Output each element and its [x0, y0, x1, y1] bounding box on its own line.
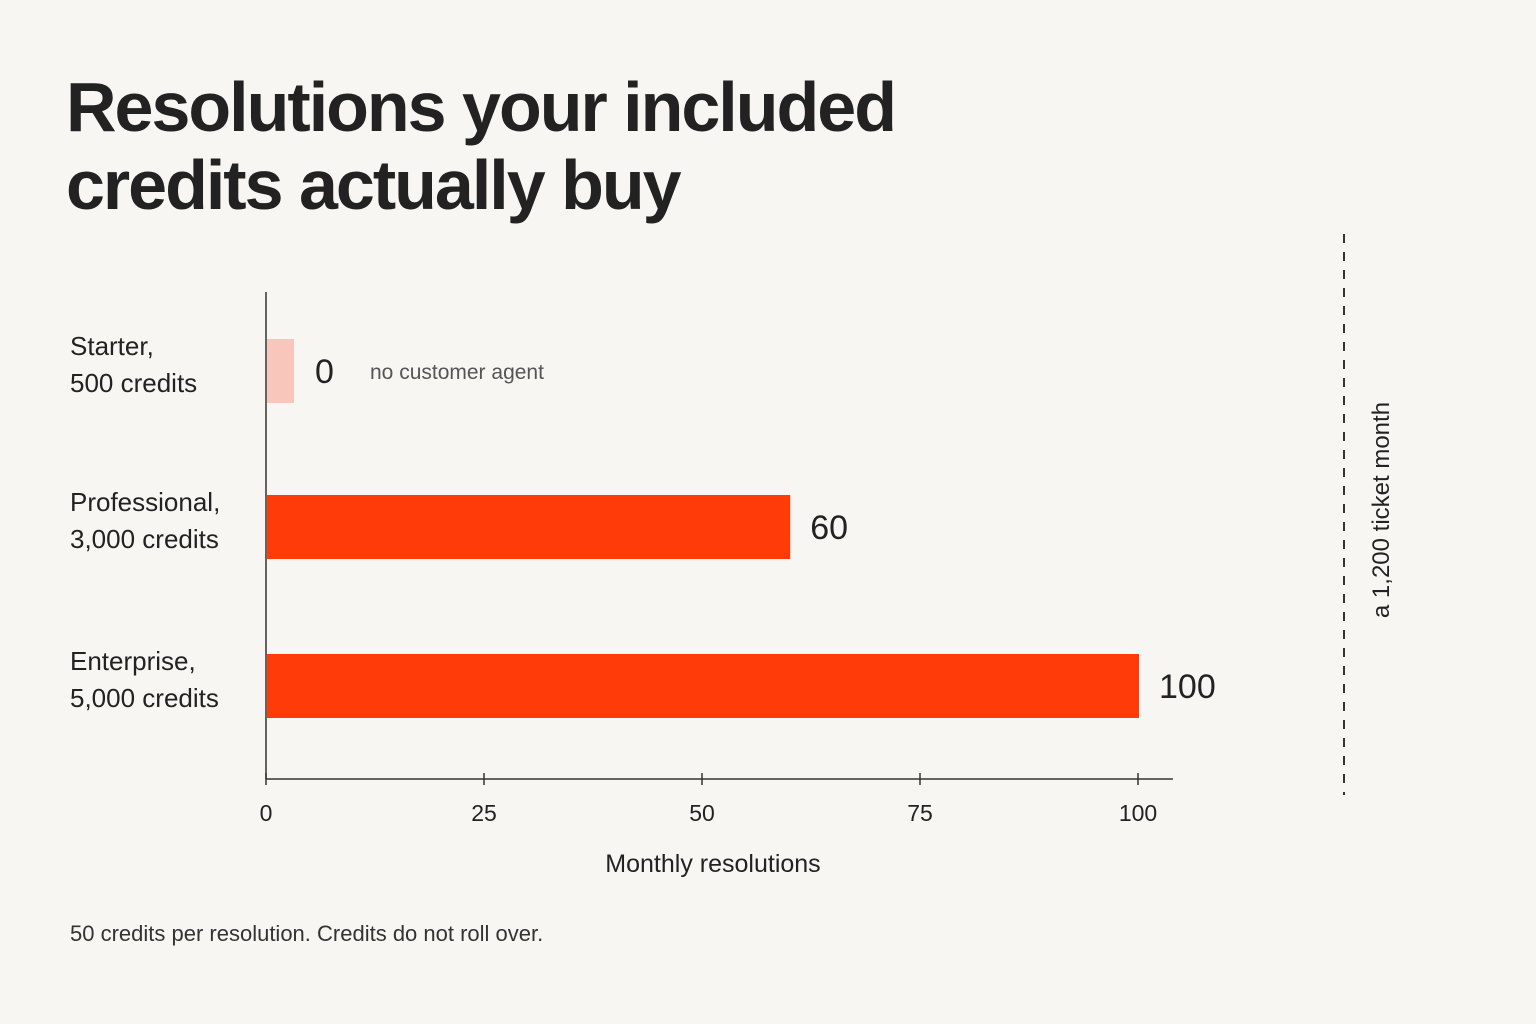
value-label: 100	[1159, 668, 1216, 706]
category-label-line: 3,000 credits	[70, 524, 219, 554]
category-label: Professional, 3,000 credits	[70, 487, 220, 554]
chart-title-line-2: credits actually buy	[66, 146, 682, 224]
x-tick-label: 25	[471, 800, 497, 826]
bar	[267, 495, 791, 559]
category-label-line: 500 credits	[70, 368, 197, 398]
chart-title-line-1: Resolutions your included	[66, 68, 897, 146]
category-label: Enterprise, 5,000 credits	[70, 646, 219, 713]
category-label-line: Enterprise,	[70, 646, 196, 676]
value-label: 60	[810, 509, 848, 547]
category-label-line: 5,000 credits	[70, 683, 219, 713]
x-tick-label: 0	[260, 800, 273, 826]
x-tick-label: 100	[1119, 800, 1157, 826]
value-label: 0	[315, 353, 334, 391]
x-axis-title: Monthly resolutions	[605, 850, 820, 878]
bar	[267, 654, 1139, 718]
category-label: Starter, 500 credits	[70, 331, 197, 398]
x-tick-label: 50	[689, 800, 715, 826]
bar-annotation: no customer agent	[370, 361, 544, 384]
chart-title: Resolutions your included credits actual…	[66, 68, 1066, 224]
reference-line-label: a 1,200 ticket month	[1368, 402, 1395, 618]
chart-footnote: 50 credits per resolution. Credits do no…	[70, 921, 544, 946]
bar	[267, 339, 294, 403]
category-label-line: Starter,	[70, 331, 154, 361]
x-tick-label: 75	[907, 800, 933, 826]
category-label-line: Professional,	[70, 487, 220, 517]
